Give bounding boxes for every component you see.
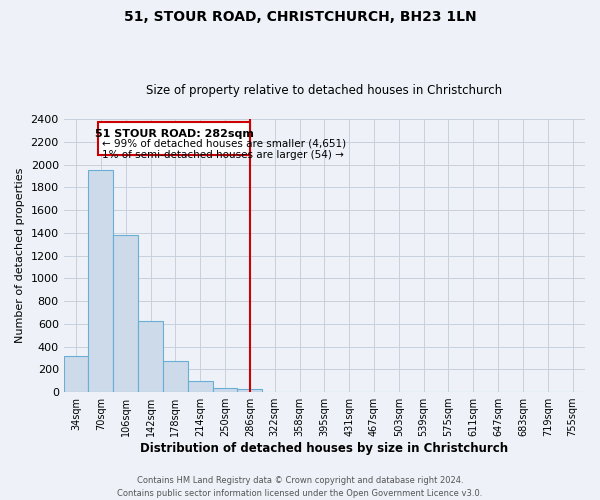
Bar [188, 382, 212, 392]
Bar [88, 170, 113, 392]
Text: 1% of semi-detached houses are larger (54) →: 1% of semi-detached houses are larger (5… [102, 150, 344, 160]
FancyBboxPatch shape [98, 122, 250, 156]
X-axis label: Distribution of detached houses by size in Christchurch: Distribution of detached houses by size … [140, 442, 508, 455]
Bar [212, 388, 238, 392]
Bar [163, 361, 188, 392]
Y-axis label: Number of detached properties: Number of detached properties [15, 168, 25, 343]
Text: 51, STOUR ROAD, CHRISTCHURCH, BH23 1LN: 51, STOUR ROAD, CHRISTCHURCH, BH23 1LN [124, 10, 476, 24]
Text: ← 99% of detached houses are smaller (4,651): ← 99% of detached houses are smaller (4,… [102, 139, 346, 149]
Bar [138, 321, 163, 392]
Bar [238, 389, 262, 392]
Title: Size of property relative to detached houses in Christchurch: Size of property relative to detached ho… [146, 84, 502, 97]
Bar [64, 356, 88, 392]
Text: Contains HM Land Registry data © Crown copyright and database right 2024.
Contai: Contains HM Land Registry data © Crown c… [118, 476, 482, 498]
Text: 51 STOUR ROAD: 282sqm: 51 STOUR ROAD: 282sqm [95, 128, 254, 138]
Bar [113, 235, 138, 392]
